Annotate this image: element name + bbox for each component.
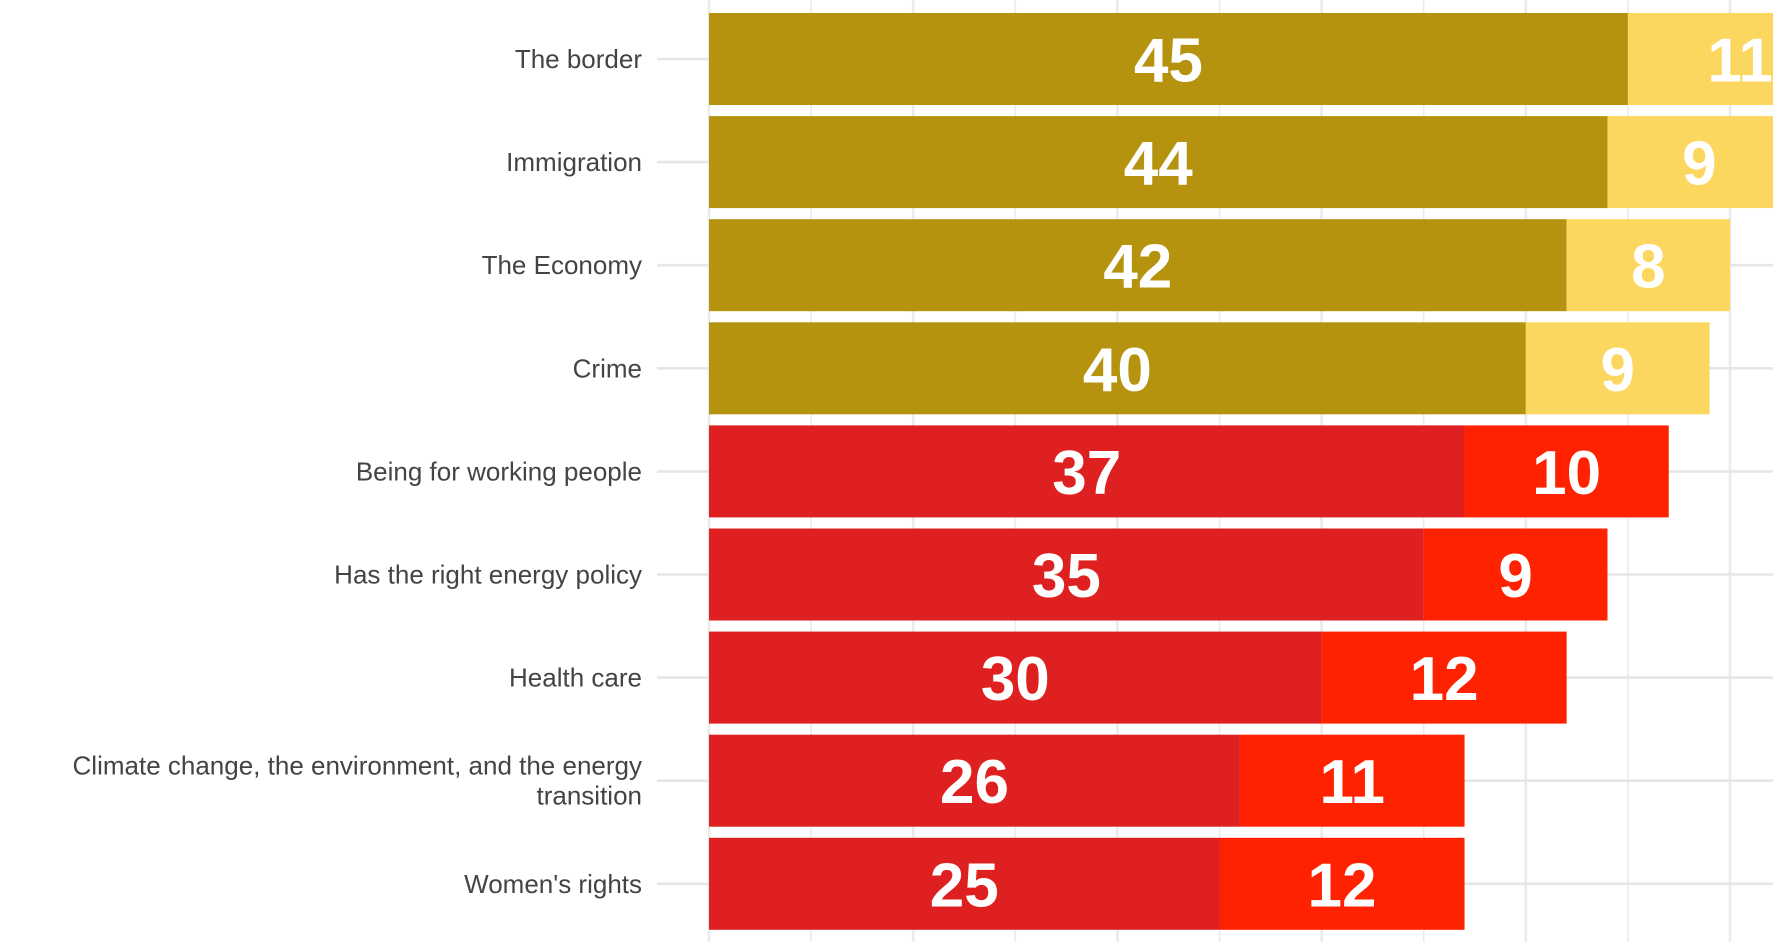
bar-segment-primary [709,734,1240,827]
value-label-layer: 45 11 44 9 42 8 40 9 37 10 35 9 30 12 26 11 25 12 [930,27,1773,921]
bar-segment-primary [709,322,1526,415]
bar-segment-secondary [1239,734,1465,827]
bar-segment-secondary [1423,528,1608,621]
bar-segment-primary [709,116,1608,209]
bar-value-label: 45 [1134,27,1203,96]
category-label: Has the right energy policy [334,560,642,590]
category-label: The Economy [482,250,642,280]
bar-segment-secondary [1566,219,1730,312]
bar-value-label: 10 [1532,439,1601,508]
category-label: The border [515,44,643,74]
bar-value-label: 12 [1308,851,1377,920]
bar-segment-secondary [1321,631,1567,724]
bar-segment-secondary [1464,425,1669,518]
bar-value-label: 12 [1410,645,1479,714]
bar-value-label: 8 [1631,233,1665,302]
category-label: Women's rights [464,869,642,899]
bar-segment-secondary [1607,116,1773,209]
bar-layer [709,13,1773,930]
bar-segment-secondary [1219,837,1465,930]
bar-segment-secondary [1525,322,1710,415]
bar-segment-primary [709,425,1465,518]
bar-segment-primary [709,837,1220,930]
bar-value-label: 30 [981,645,1050,714]
bar-value-label: 42 [1103,233,1172,302]
bar-value-label: 44 [1124,130,1193,199]
bar-value-label: 9 [1600,336,1634,405]
bar-segment-primary [709,631,1322,724]
bar-value-label: 37 [1052,439,1121,508]
bar-segment-secondary [1627,13,1773,105]
category-label: Immigration [506,147,642,177]
category-label-layer: The border Immigration The Economy Crime Bei… [73,44,643,899]
bar-value-label: 26 [940,748,1009,817]
bar-value-label: 11 [1319,748,1385,817]
bar-value-label: 25 [930,851,999,920]
category-label: Health care [509,663,642,693]
bar-value-label: 9 [1682,130,1716,199]
bar-segment-primary [709,13,1628,105]
bar-value-label: 40 [1083,336,1152,405]
category-label: Crime [573,353,642,383]
bar-value-label: 9 [1498,542,1532,611]
bar-value-label: 11 [1707,27,1773,96]
bar-segment-primary [709,528,1424,621]
bar-segment-primary [709,219,1567,312]
bar-value-label: 35 [1032,542,1101,611]
category-label: Being for working people [356,456,642,486]
category-label: Climate change, the environment, and the… [73,751,642,811]
